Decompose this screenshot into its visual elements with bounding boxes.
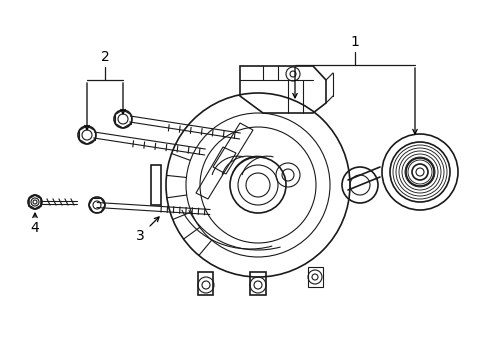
Text: 4: 4 [31, 221, 40, 235]
Text: 2: 2 [101, 50, 109, 64]
Text: 1: 1 [350, 35, 359, 49]
Text: 3: 3 [135, 229, 144, 243]
